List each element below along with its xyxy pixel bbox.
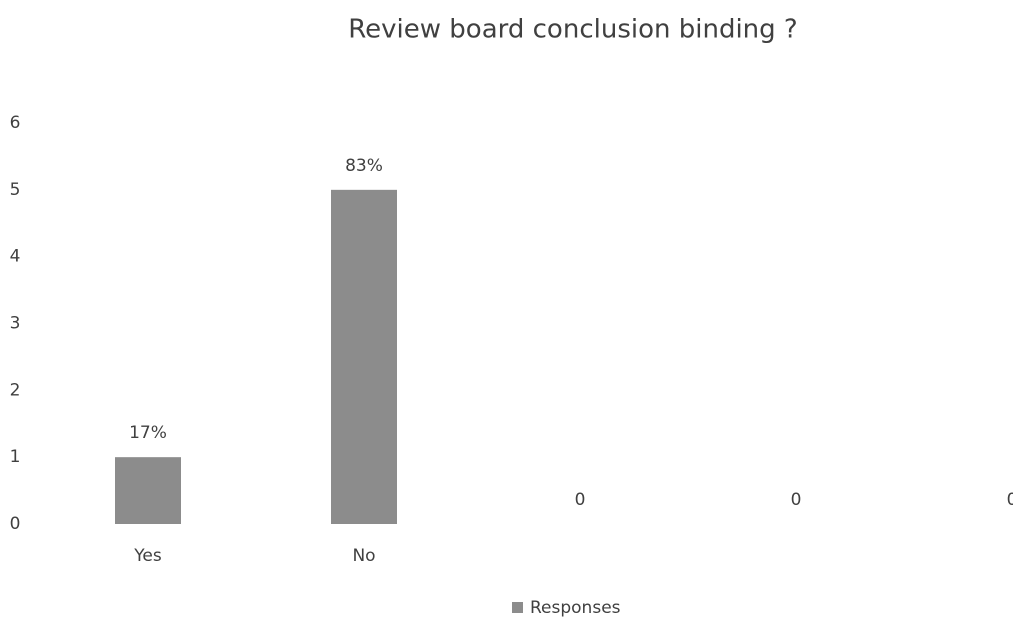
y-tick-label: 1	[10, 447, 21, 467]
data-label: 0	[575, 490, 586, 510]
y-tick-label: 4	[10, 247, 21, 267]
y-tick-label: 5	[10, 180, 21, 200]
data-label: 17%	[129, 423, 167, 443]
chart-title: Review board conclusion binding ?	[348, 15, 797, 45]
data-label: 83%	[345, 156, 383, 176]
legend-swatch	[512, 602, 523, 613]
legend-label: Responses	[530, 598, 621, 618]
bar	[331, 189, 397, 525]
y-tick-label: 0	[10, 514, 21, 534]
y-tick-label: 2	[10, 380, 21, 400]
data-label: 0	[1007, 490, 1013, 510]
x-tick-label: No	[352, 546, 375, 566]
y-tick-label: 6	[10, 113, 21, 133]
bar	[115, 457, 181, 524]
y-tick-label: 3	[10, 314, 21, 334]
data-label: 0	[791, 490, 802, 510]
x-tick-label: Yes	[133, 546, 162, 566]
